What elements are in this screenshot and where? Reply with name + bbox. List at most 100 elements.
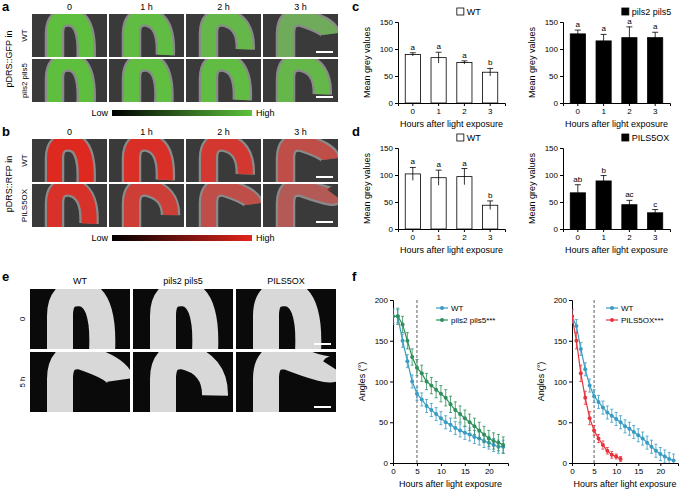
- tick-mark: [390, 341, 393, 342]
- chart: 050100150Mean grey valuesHours after lig…: [527, 7, 671, 129]
- hypocotyl: [55, 17, 87, 57]
- tick-label: 0: [576, 233, 581, 242]
- point: [463, 431, 467, 435]
- tick: 15: [634, 463, 643, 476]
- axis-line: [399, 104, 506, 107]
- point: [434, 388, 438, 392]
- tick-label: 100: [554, 378, 568, 387]
- point: [405, 359, 409, 363]
- image-cell: [32, 59, 107, 102]
- tick-mark: [390, 422, 393, 423]
- tick: 0: [576, 229, 581, 242]
- legend-swatch: [622, 8, 629, 15]
- column-label: WT: [73, 276, 87, 286]
- bar: [596, 181, 611, 229]
- tick-mark: [438, 229, 439, 232]
- legend-marker: [610, 306, 614, 310]
- tick-label: 50: [379, 418, 388, 427]
- tick-label: 10: [437, 467, 446, 476]
- point: [588, 384, 592, 388]
- plot-area: [570, 27, 663, 103]
- error-bar: [593, 390, 596, 403]
- error-bar: [497, 434, 500, 450]
- tick-label: 2: [462, 107, 467, 116]
- point: [579, 347, 583, 351]
- significance-letter: b: [601, 166, 606, 175]
- tick-label: 50: [549, 72, 558, 81]
- tick-mark: [412, 229, 413, 232]
- tick: 3: [488, 229, 493, 242]
- error-bar: [601, 176, 607, 187]
- tick: 5: [592, 463, 597, 476]
- point: [410, 355, 414, 359]
- fluorescence: [209, 62, 243, 102]
- point: [444, 420, 448, 424]
- hypocotyl: [286, 62, 323, 102]
- image-cell: [263, 59, 338, 102]
- legend-label: pils2 pils5: [632, 7, 672, 17]
- significance-letter: a: [436, 42, 441, 51]
- error-bar: [393, 308, 395, 324]
- significance-letter: a: [411, 157, 416, 166]
- point: [420, 371, 424, 375]
- tick-label: 50: [384, 198, 393, 207]
- bar: [457, 63, 472, 104]
- tick-mark: [395, 49, 398, 50]
- point: [667, 457, 671, 461]
- tick-mark: [490, 229, 491, 232]
- scale-bar: [314, 406, 331, 408]
- tick-label: 0: [389, 225, 394, 234]
- legend-entry: WT: [457, 133, 481, 143]
- error-bar: [435, 382, 438, 398]
- error-bar: [597, 395, 600, 408]
- point: [492, 439, 496, 443]
- tick: 50: [379, 418, 393, 427]
- annotations: aaaa: [576, 17, 658, 34]
- point: [463, 416, 467, 420]
- axis: 050100150200: [375, 296, 394, 468]
- point: [623, 424, 627, 428]
- image-cell: [32, 184, 107, 227]
- image-cell: [133, 352, 233, 412]
- legend-entry: PILS5OX***: [606, 316, 664, 325]
- tick: 10: [437, 463, 446, 476]
- tick-mark: [569, 341, 572, 342]
- tick-mark: [569, 463, 572, 464]
- error-bar: [610, 452, 613, 459]
- axis: 050100150: [545, 18, 564, 108]
- axis-title: Hours after light exposure: [400, 119, 503, 129]
- tick-mark: [560, 49, 563, 50]
- error-bar: [502, 437, 505, 453]
- image-panel: 01 h2 h3 hWTpils2 pils5pDRS::GFP inLowHi…: [4, 2, 338, 118]
- image-cell: [186, 14, 261, 57]
- bar: [431, 58, 446, 103]
- axis-line: [560, 149, 564, 230]
- fluorescence: [55, 142, 87, 182]
- tick-mark: [395, 175, 398, 176]
- error-bar: [430, 404, 433, 417]
- fluorescence: [55, 17, 87, 57]
- column-label: 1 h: [140, 2, 153, 12]
- series-line: [572, 316, 621, 459]
- error-bar: [637, 429, 640, 442]
- tick-label: 200: [554, 296, 568, 305]
- error-bar: [459, 424, 462, 437]
- tick-label: 200: [375, 296, 389, 305]
- point: [588, 416, 592, 420]
- tick-mark: [629, 103, 630, 106]
- tick-label: 150: [380, 18, 394, 27]
- error-bar: [473, 418, 476, 434]
- error-bar: [411, 349, 414, 365]
- chart: 050100150Mean grey valuesHours after lig…: [527, 133, 671, 255]
- hypocotyl: [266, 293, 308, 349]
- axis-title: Hours after light exposure: [400, 245, 503, 255]
- tick-mark: [603, 103, 604, 106]
- axis-title: Hours after light exposure: [565, 245, 668, 255]
- tick-mark: [489, 463, 490, 466]
- fluorescence: [209, 17, 246, 57]
- tick-label: 0: [554, 225, 559, 234]
- axis-title: Mean grey values: [527, 26, 537, 98]
- tick-mark: [569, 422, 572, 423]
- column-label: 2 h: [217, 2, 230, 12]
- plot-area: [572, 300, 676, 463]
